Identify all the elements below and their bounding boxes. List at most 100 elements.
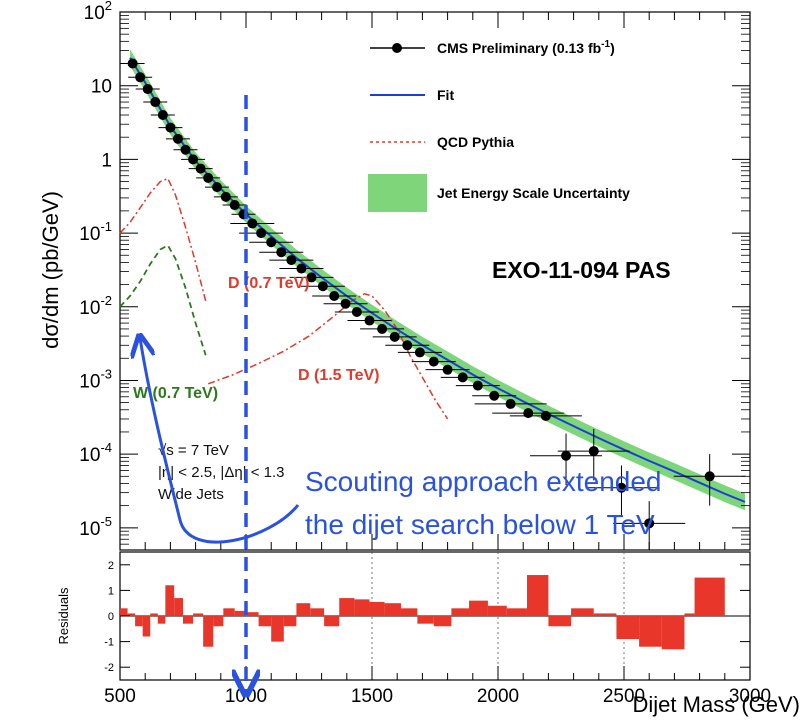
data-point	[135, 72, 146, 83]
data-point	[286, 255, 297, 266]
res-y-tick-label: 2	[108, 560, 114, 572]
y-tick-label: 10-4	[79, 440, 112, 466]
scouting-callout-line2: the dijet search below 1 TeV	[305, 509, 655, 540]
legend-label-jes: Jet Energy Scale Uncertainty	[437, 185, 630, 201]
legend-label-fit: Fit	[437, 87, 454, 103]
residual-bar	[246, 612, 259, 616]
data-point	[256, 228, 267, 239]
data-point	[329, 290, 340, 301]
callout-curved-arrow	[140, 338, 300, 544]
residual-bar	[400, 608, 418, 616]
data-point	[377, 323, 388, 334]
residual-bar	[324, 616, 340, 627]
residual-y-axis-ticks: 2 1 0 -1 -2	[104, 560, 750, 674]
data-point	[276, 247, 287, 258]
data-point	[414, 347, 425, 358]
data-point	[616, 482, 627, 493]
residual-bar	[616, 616, 640, 640]
residual-bar	[296, 603, 311, 616]
eta-cut-label: |η| < 2.5, |Δη| < 1.3	[158, 464, 285, 481]
residual-bar	[120, 608, 128, 616]
residual-bars	[120, 575, 725, 650]
data-point	[428, 356, 439, 367]
residual-bar	[203, 616, 214, 647]
signal-label-d07: D (0.7 TeV)	[228, 275, 310, 292]
residual-bar	[283, 616, 297, 627]
data-point	[195, 163, 206, 174]
data-point	[402, 340, 413, 351]
residual-bar	[165, 585, 175, 616]
residual-bar	[369, 601, 385, 616]
legend-marker-point-data	[392, 43, 402, 53]
data-point	[340, 298, 351, 309]
data-point	[561, 450, 572, 461]
data-point	[442, 364, 453, 375]
residual-bar	[593, 613, 617, 616]
residual-bar	[487, 605, 507, 616]
residual-bar	[384, 603, 401, 616]
data-point	[489, 390, 500, 401]
residual-bar	[310, 608, 325, 616]
x-axis-ticks: 500 1000 1500 2000 2500 3000	[104, 666, 771, 707]
residual-bar	[271, 616, 284, 642]
x-tick-label: 1500	[351, 686, 393, 707]
signal-curves	[119, 177, 449, 420]
x-tick-label: 500	[104, 686, 136, 707]
residual-axis-title: Residuals	[56, 587, 71, 645]
data-point	[505, 398, 516, 409]
data-point	[150, 97, 161, 108]
data-point	[165, 122, 176, 133]
residual-bar	[150, 613, 158, 616]
data-point	[180, 144, 191, 155]
data-point	[266, 237, 277, 248]
data-point	[457, 372, 468, 383]
data-point	[523, 408, 534, 419]
callout-overlay	[140, 95, 300, 692]
data-points	[120, 58, 746, 550]
res-y-tick-label: 0	[108, 611, 114, 623]
y-tick-label: 10-1	[79, 219, 112, 245]
signal-label-w07: W (0.7 TeV)	[133, 385, 218, 402]
energy-label: √s = 7 TeV	[158, 442, 229, 459]
x-axis-title: Dijet Mass (GeV)	[633, 692, 800, 717]
residual-bar	[223, 608, 235, 616]
data-point	[220, 191, 231, 202]
residual-bar	[142, 616, 151, 637]
residual-bar	[639, 616, 662, 647]
residual-bar	[234, 610, 246, 616]
data-point	[157, 110, 168, 121]
signal-curve-d15	[207, 292, 449, 420]
res-y-tick-label: -1	[104, 637, 114, 649]
data-point	[188, 154, 199, 165]
data-point	[351, 306, 362, 317]
residual-bar	[193, 613, 204, 616]
residual-bar	[354, 599, 370, 616]
res-y-tick-label: 1	[108, 585, 114, 597]
residual-bar	[339, 598, 355, 616]
legend-marker-jes	[368, 174, 427, 212]
residual-bar	[213, 616, 224, 627]
y-tick-label: 10	[91, 77, 112, 98]
legend: CMS Preliminary (0.13 fb-1) Fit QCD Pyth…	[368, 39, 630, 212]
data-point	[212, 182, 223, 193]
data-point	[389, 331, 400, 342]
data-point	[306, 272, 317, 283]
residual-bar	[571, 608, 594, 616]
residual-bar	[258, 616, 272, 627]
data-point	[127, 58, 138, 69]
residual-bar	[661, 616, 685, 650]
y-tick-label: 102	[84, 0, 112, 24]
scouting-callout-line1: Scouting approach extended	[305, 466, 662, 497]
data-point	[247, 218, 258, 229]
y-tick-label: 10-3	[79, 366, 112, 392]
data-point	[588, 446, 599, 457]
residual-bar	[157, 616, 166, 624]
x-tick-label: 2000	[477, 686, 519, 707]
x-tick-label: 3000	[729, 686, 771, 707]
residual-bar	[548, 616, 572, 627]
y-tick-label: 10-2	[79, 293, 112, 319]
data-point	[644, 518, 655, 529]
exo-tag: EXO-11-094 PAS	[492, 257, 671, 283]
data-point	[472, 380, 483, 391]
